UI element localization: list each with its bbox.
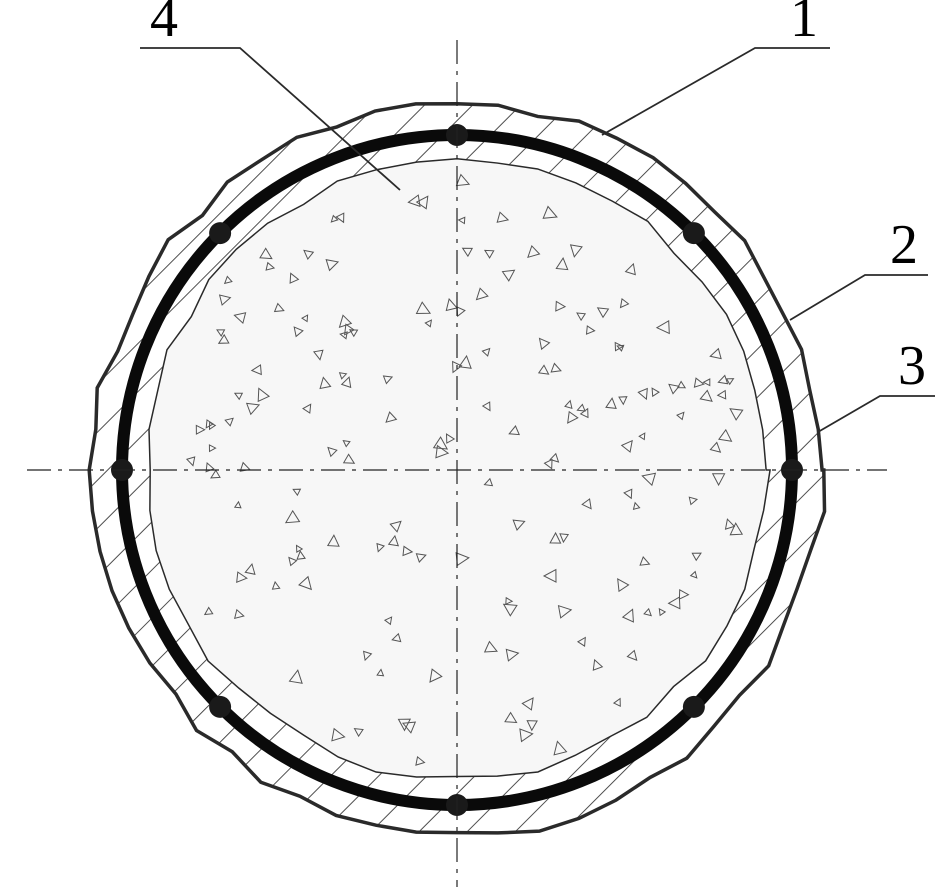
- rebar-dot: [683, 696, 705, 718]
- rebar-dot: [683, 222, 705, 244]
- callout-label-3: 3: [898, 335, 926, 397]
- callout-label-4: 4: [150, 0, 178, 49]
- rebar-dot: [209, 696, 231, 718]
- callout-label-2: 2: [890, 214, 918, 276]
- callout-label-1: 1: [790, 0, 818, 49]
- rebar-dot: [209, 222, 231, 244]
